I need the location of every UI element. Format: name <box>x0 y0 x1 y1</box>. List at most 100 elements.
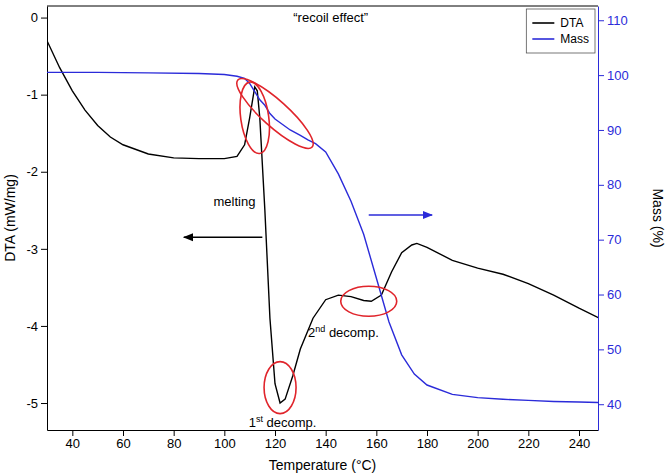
y-tick: -3 <box>26 241 47 256</box>
y2-tick-mark <box>598 240 604 241</box>
x-axis: 40 60 80 100 120 140 160 180 200 220 240 <box>48 430 599 451</box>
y2-tick: 90 <box>598 123 621 138</box>
x-tick-mark <box>275 430 276 436</box>
x-tick: 60 <box>116 430 130 451</box>
legend-label: DTA <box>560 16 583 30</box>
x-tick-label: 180 <box>417 436 439 451</box>
y-tick-label: -5 <box>26 396 38 411</box>
y-tick-mark <box>41 172 47 173</box>
annotation: melting <box>214 194 256 209</box>
y2-axis: 40 50 60 70 80 90 100 110 <box>598 7 629 431</box>
y2-tick: 70 <box>598 232 621 247</box>
y-tick-mark <box>41 95 47 96</box>
y-tick-mark <box>41 249 47 250</box>
y2-tick-mark <box>598 20 604 21</box>
y2-axis-title: Mass (%) <box>650 188 666 247</box>
series-line <box>47 41 598 403</box>
x-axis-title: Temperature (°C) <box>269 457 377 473</box>
y2-tick-label: 50 <box>607 342 621 357</box>
y2-tick: 60 <box>598 287 621 302</box>
y-tick: -2 <box>26 164 47 179</box>
x-tick-mark <box>528 430 529 436</box>
x-tick-mark <box>174 430 175 436</box>
annotation: 1st decomp. <box>249 414 317 430</box>
y2-tick-mark <box>598 75 604 76</box>
legend-swatch <box>532 22 554 24</box>
y-tick-mark <box>41 18 47 19</box>
x-tick-mark <box>123 430 124 436</box>
y2-tick: 80 <box>598 177 621 192</box>
y-tick: -4 <box>26 319 47 334</box>
y-tick: -1 <box>26 87 47 102</box>
x-tick-mark <box>427 430 428 436</box>
x-axis-line <box>48 430 599 431</box>
x-tick-mark <box>224 430 225 436</box>
y2-tick-label: 40 <box>607 397 621 412</box>
annotation: “recoil effect” <box>293 10 368 25</box>
annotation-ellipse <box>229 70 321 156</box>
x-tick-label: 100 <box>214 436 236 451</box>
x-tick-label: 120 <box>265 436 287 451</box>
x-tick-label: 40 <box>66 436 80 451</box>
legend-label: Mass <box>560 32 589 46</box>
y2-tick-mark <box>598 295 604 296</box>
y2-tick-label: 100 <box>607 68 629 83</box>
x-tick-mark <box>72 430 73 436</box>
x-tick: 40 <box>66 430 80 451</box>
x-tick-mark <box>579 430 580 436</box>
chart: 40 60 80 100 120 140 160 180 200 220 240 -5 -4 -3 -2 -1… <box>0 0 667 476</box>
y-tick-label: 0 <box>31 10 38 25</box>
x-tick-mark <box>326 430 327 436</box>
x-tick: 80 <box>167 430 181 451</box>
y2-axis-line <box>598 7 599 431</box>
x-tick-label: 220 <box>518 436 540 451</box>
y2-tick-label: 60 <box>607 287 621 302</box>
annotation: 2nd decomp. <box>308 324 379 340</box>
y-tick-label: -3 <box>26 241 38 256</box>
x-tick-label: 200 <box>467 436 489 451</box>
legend-box <box>526 9 595 53</box>
y2-tick-label: 90 <box>607 123 621 138</box>
x-tick-mark <box>376 430 377 436</box>
x-tick: 160 <box>366 430 388 451</box>
y2-tick: 110 <box>598 13 628 28</box>
y2-tick-mark <box>598 404 604 405</box>
y-axis-line <box>47 7 48 431</box>
y-tick-label: -1 <box>26 87 38 102</box>
x-tick-label: 80 <box>167 436 181 451</box>
x-tick-label: 60 <box>116 436 130 451</box>
y2-tick: 50 <box>598 342 621 357</box>
y2-tick-label: 110 <box>607 13 628 28</box>
x-tick: 120 <box>265 430 287 451</box>
axis-arrow <box>369 214 432 215</box>
annotation-ellipse <box>264 362 296 414</box>
legend: DTA Mass <box>526 9 595 53</box>
y-tick: -5 <box>26 396 47 411</box>
y2-tick: 100 <box>598 68 629 83</box>
y2-tick-label: 80 <box>607 177 621 192</box>
x-tick: 220 <box>518 430 540 451</box>
x-tick: 200 <box>467 430 489 451</box>
x-tick: 180 <box>417 430 439 451</box>
y-tick-mark <box>41 403 47 404</box>
y-tick-label: -4 <box>26 319 38 334</box>
x-tick: 140 <box>315 430 337 451</box>
y2-tick-label: 70 <box>607 232 621 247</box>
axis-arrow <box>184 237 263 238</box>
y2-tick-mark <box>598 349 604 350</box>
x-tick-label: 140 <box>315 436 337 451</box>
y2-tick: 40 <box>598 397 621 412</box>
x-tick-label: 240 <box>569 436 591 451</box>
series-line <box>47 72 598 402</box>
plot-area <box>47 41 598 403</box>
x-tick: 240 <box>569 430 591 451</box>
y-axis-title: DTA (mW/mg) <box>2 174 18 262</box>
y-axis: -5 -4 -3 -2 -1 0 <box>26 7 47 431</box>
annotation-ellipse <box>236 80 274 155</box>
y-tick-label: -2 <box>26 164 38 179</box>
y-tick: 0 <box>31 10 47 25</box>
y2-tick-mark <box>598 130 604 131</box>
annotation-ellipse <box>341 286 397 316</box>
x-tick-label: 160 <box>366 436 388 451</box>
legend-swatch <box>532 38 554 40</box>
